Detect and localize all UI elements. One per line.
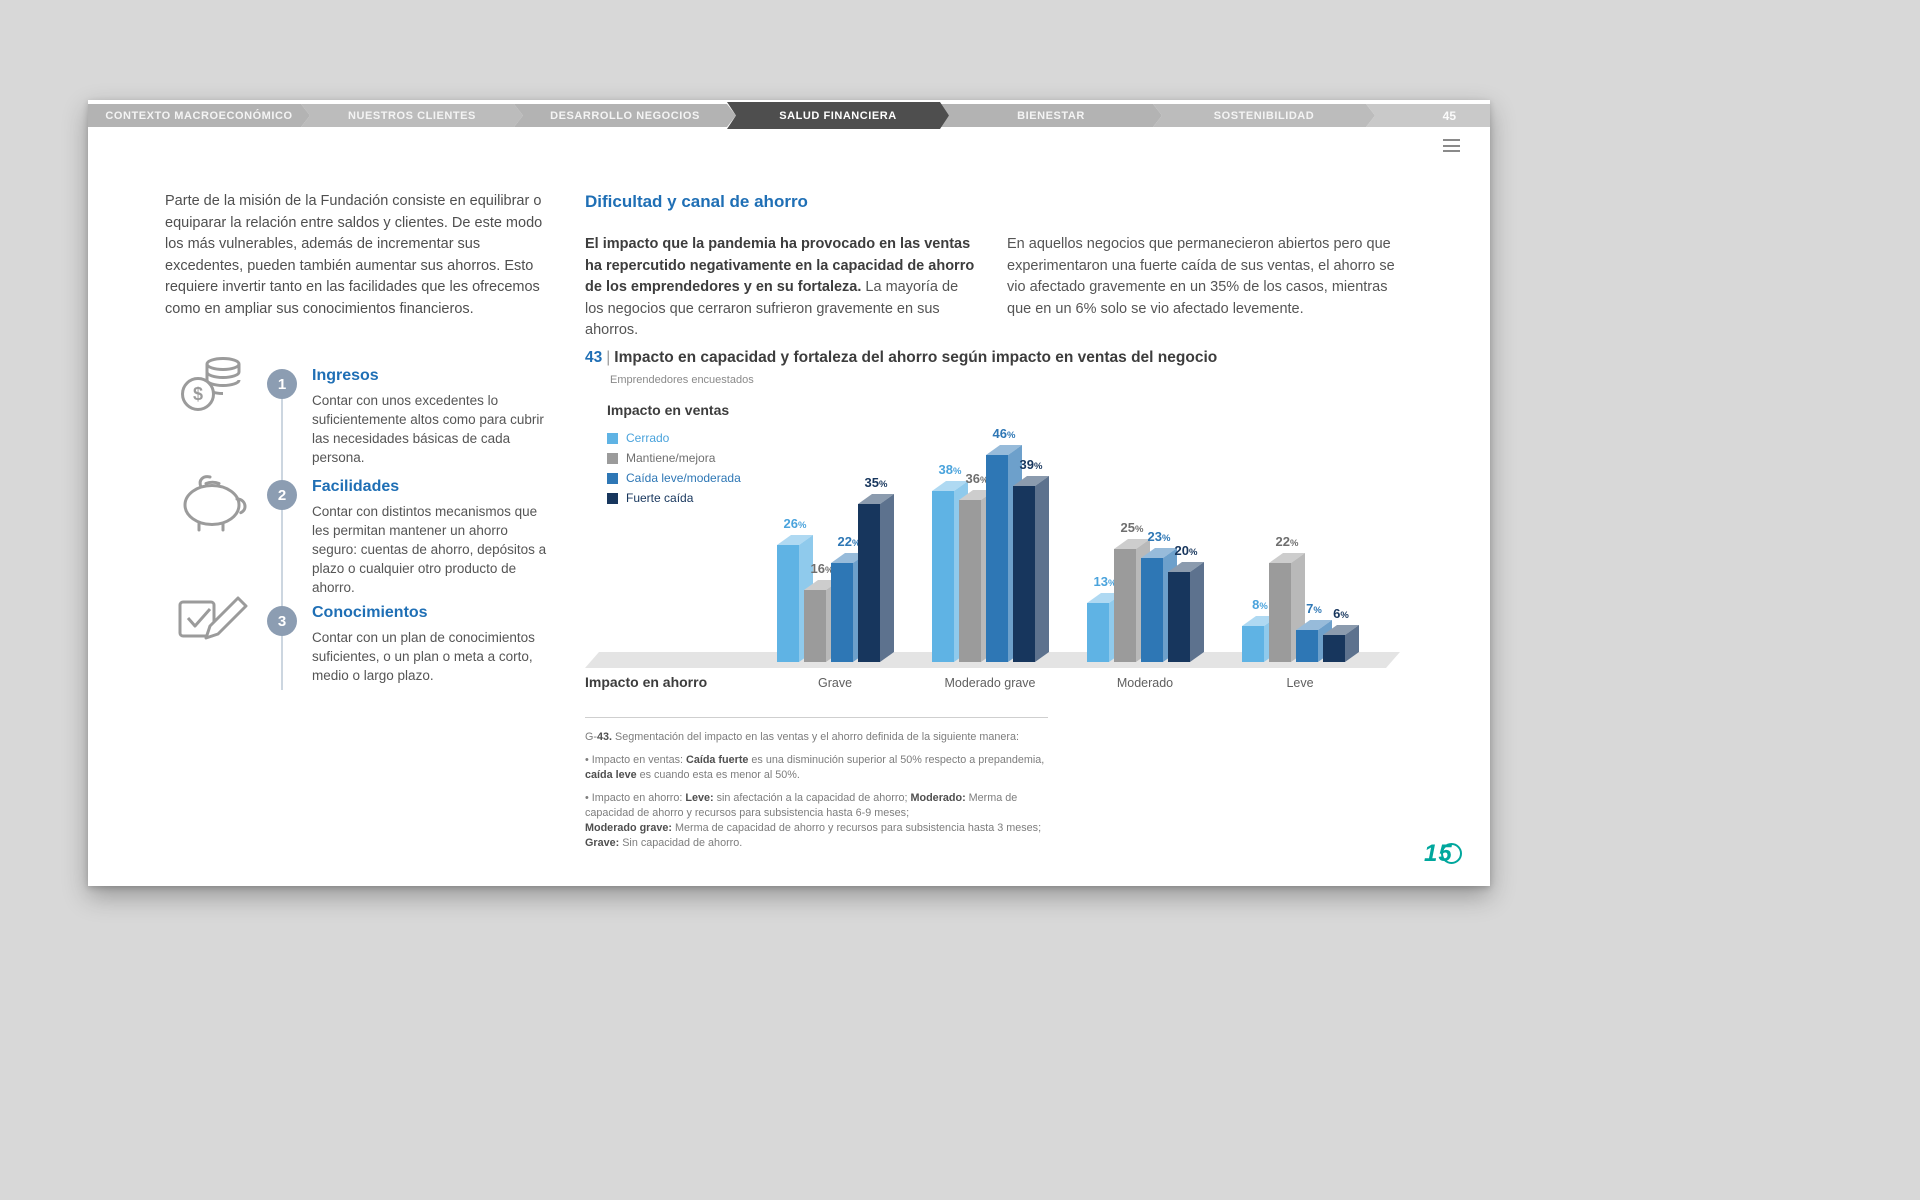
category-label: Grave [817,676,853,690]
figure-separator: | [606,349,611,366]
bar-value-label: 23% [1147,529,1171,544]
coins-icon: $ [174,352,256,419]
legend-label: Caída leve/moderada [626,471,741,485]
bar: 35% [585,404,1400,694]
step-description: Contar con unos excedentes lo suficiente… [312,393,544,465]
bar-value-label: 16% [810,561,834,576]
footnote-line: • Impacto en ventas: Caída fuerte es una… [585,754,1045,781]
tab-contexto-macroeconomico[interactable]: CONTEXTO MACROECONÓMICO [88,104,310,127]
legend-item: Fuerte caída [607,488,741,508]
legend-swatch [607,452,618,464]
chart-title: 43 | Impacto en capacidad y fortaleza del … [585,349,1217,367]
legend-swatch [607,472,618,484]
legend-label: Fuerte caída [626,491,694,505]
legend-item: Cerrado [607,428,741,448]
bar: 20% [585,404,1400,694]
legend-title: Impacto en ventas [607,402,730,418]
paragraph-pandemic-impact: El impacto que la pandemia ha provocado … [585,234,979,342]
legend-label: Mantiene/mejora [626,451,716,465]
footnote-divider [585,717,1048,718]
footnote-line: • Impacto en ahorro: Leve: sin afectació… [585,792,1018,819]
step-description: Contar con distintos mecanismos que les … [312,504,547,595]
footnotes: G-43. Segmentación del impacto en las ve… [585,730,1067,851]
step-number-badge: 1 [267,369,297,399]
svg-text:$: $ [193,384,203,404]
tab-salud-financiera[interactable]: SALUD FINANCIERA [727,102,949,129]
bar-value-label: 7% [1306,601,1322,616]
report-page: CONTEXTO MACROECONÓMICO NUESTROS CLIENTES… [88,100,1490,886]
top-nav: CONTEXTO MACROECONÓMICO NUESTROS CLIENTES… [88,104,1490,127]
footnote-line: G-43. Segmentación del impacto en las ve… [585,731,1019,743]
legend-swatch [607,432,618,444]
nav-tabs: CONTEXTO MACROECONÓMICO NUESTROS CLIENTES… [88,104,1375,127]
category-label: Moderado [1116,676,1174,690]
bar: 6% [585,404,1400,694]
step-description: Contar con un plan de conocimientos sufi… [312,630,535,683]
step-number-badge: 3 [267,606,297,636]
step-title: Facilidades [312,478,400,495]
legend-item: Caída leve/moderada [607,468,741,488]
x-axis-label: Impacto en ahorro [585,674,708,690]
section-title: Dificultad y canal de ahorro [585,192,808,211]
bar-value-label: 39% [1019,457,1043,472]
page-number: 45 [1442,108,1456,123]
paragraph-bold-lead: El impacto que la pandemia ha provocado … [585,236,975,295]
bar-value-label: 38% [938,462,962,477]
step-title: Conocimientos [312,604,428,621]
bar: 8% [585,404,1400,694]
bar-value-label: 22% [1275,534,1299,549]
bar-value-label: 26% [783,516,807,531]
tab-sostenibilidad[interactable]: SOSTENIBILIDAD [1153,104,1375,127]
bar: 39% [585,404,1400,694]
chart-subtitle: Emprendedores encuestados [610,374,754,386]
category-label: Moderado grave [944,676,1036,690]
nav-filler: 45 [1366,104,1490,127]
logo-ring [1441,843,1462,864]
legend-label: Cerrado [626,431,670,445]
piggy-bank-icon [168,468,256,539]
footnote-line: Moderado grave: Merma de capacidad de ah… [585,822,1042,834]
chart-title-text: Impacto en capacidad y fortaleza del aho… [614,349,1218,366]
chart-legend: Cerrado Mantiene/mejora Caída leve/moderad… [607,428,741,508]
bar-value-label: 6% [1333,606,1349,621]
tab-desarrollo-negocios[interactable]: DESARROLLO NEGOCIOS [514,104,736,127]
bar-value-label: 22% [837,534,861,549]
legend-swatch [607,492,618,504]
hamburger-menu-icon[interactable] [1443,139,1460,152]
chart-plot: 26% 16% 22% 35% Grave 38% 36% 46% 39% Moderado gr… [585,404,1400,694]
legend-item: Mantiene/mejora [607,448,741,468]
step-number-badge: 2 [267,480,297,510]
bar-value-label: 8% [1252,597,1268,612]
bar-value-label: 13% [1093,574,1117,589]
figure-number: 43 [585,349,603,366]
bar-value-label: 25% [1120,520,1144,535]
paragraph-regular-tail: La mayoría de los negocios que cerraron … [585,279,959,338]
anniversary-logo: 15 [1424,840,1470,874]
logo-number: 15 [1424,840,1453,867]
paragraph-open-businesses: En aquellos negocios que permanecieron a… [1007,236,1395,317]
category-label: Leve [1286,676,1314,690]
footnote-line: Grave: Sin capacidad de ahorro. [585,837,743,849]
tab-nuestros-clientes[interactable]: NUESTROS CLIENTES [301,104,523,127]
intro-paragraph: Parte de la misión de la Fundación consi… [165,193,543,317]
bar-value-label: 35% [864,475,888,490]
checklist-pencil-icon [174,590,254,657]
steps-connector-line [281,384,283,690]
bar-value-label: 46% [992,426,1016,441]
bar-value-label: 36% [965,471,989,486]
tab-bienestar[interactable]: BIENESTAR [940,104,1162,127]
bar-value-label: 20% [1174,543,1198,558]
step-title: Ingresos [312,367,379,384]
